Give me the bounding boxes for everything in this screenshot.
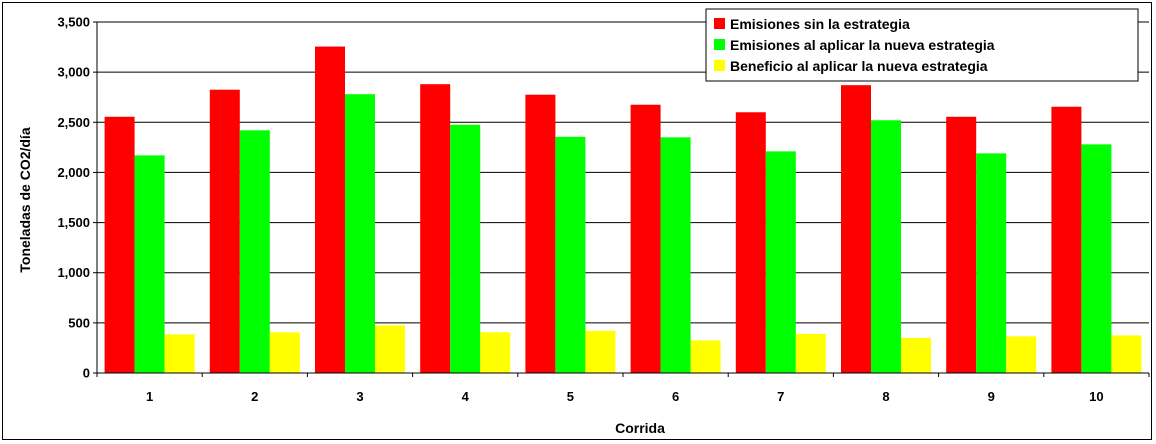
legend-label: Emisiones sin la estrategia — [730, 16, 910, 32]
legend-box — [705, 8, 1139, 82]
bar — [134, 155, 165, 373]
bar — [1081, 144, 1112, 373]
bar — [480, 332, 511, 373]
y-tick-label: 2,500 — [57, 115, 90, 130]
bar — [690, 340, 721, 373]
x-tick-label: 2 — [251, 389, 258, 404]
bar — [345, 94, 375, 373]
legend-swatch — [714, 60, 725, 71]
bar — [976, 153, 1007, 373]
bar — [450, 124, 481, 374]
bar — [795, 333, 826, 373]
x-tick-label: 3 — [356, 389, 363, 404]
y-tick-label: 3,500 — [57, 15, 90, 30]
y-tick-label: 3,000 — [57, 65, 90, 80]
bar — [1111, 335, 1142, 373]
bar — [164, 334, 195, 373]
bar — [104, 116, 135, 374]
legend-label: Emisiones al aplicar la nueva estrategia — [730, 37, 995, 53]
legend-label: Beneficio al aplicar la nueva estrategia — [730, 58, 988, 74]
x-tick-label: 5 — [567, 389, 574, 404]
y-tick-label: 0 — [83, 366, 90, 381]
tick-labels: 0 500 1,000 1,500 2,000 2,500 3,000 3,500 1 2 3 4 5 6… — [57, 15, 1103, 405]
bar — [841, 85, 871, 374]
x-tick-label: 9 — [988, 389, 995, 404]
bar — [525, 94, 556, 373]
legend-swatch — [714, 18, 725, 29]
x-tick-label: 7 — [777, 389, 784, 404]
x-tick-label: 4 — [462, 389, 470, 404]
y-tick-label: 1,500 — [57, 215, 90, 230]
y-tick-label: 500 — [68, 315, 90, 330]
bar — [765, 151, 796, 373]
axes — [93, 21, 1150, 377]
x-tick-label: 10 — [1089, 389, 1103, 404]
bar — [239, 130, 270, 373]
bar — [315, 46, 345, 373]
bar — [585, 330, 616, 373]
bar — [209, 89, 240, 373]
x-tick-label: 8 — [882, 389, 889, 404]
x-axis-title: Corrida — [615, 420, 665, 436]
y-tick-label: 2,000 — [57, 165, 90, 180]
bar — [1006, 336, 1037, 373]
bar — [735, 112, 766, 373]
bar — [871, 120, 901, 373]
bar — [946, 116, 977, 374]
bar — [901, 337, 931, 373]
bar — [375, 325, 405, 373]
x-tick-label: 6 — [672, 389, 679, 404]
gridlines — [97, 21, 1149, 324]
x-tick-label: 1 — [146, 389, 153, 404]
bar — [555, 136, 586, 373]
legend-swatch — [714, 39, 725, 50]
bar — [630, 104, 661, 373]
bar — [420, 84, 451, 374]
bars — [104, 46, 1142, 374]
chart-svg: 0 500 1,000 1,500 2,000 2,500 3,000 3,500 1 2 3 4 5 6… — [17, 8, 1150, 436]
y-axis-title: Toneladas de CO2/día — [17, 127, 33, 272]
y-tick-label: 1,000 — [57, 265, 90, 280]
bar — [660, 137, 691, 373]
bar — [269, 332, 300, 373]
legend: Emisiones sin la estrategia Emisiones al … — [705, 8, 1139, 82]
bar — [1051, 106, 1082, 374]
